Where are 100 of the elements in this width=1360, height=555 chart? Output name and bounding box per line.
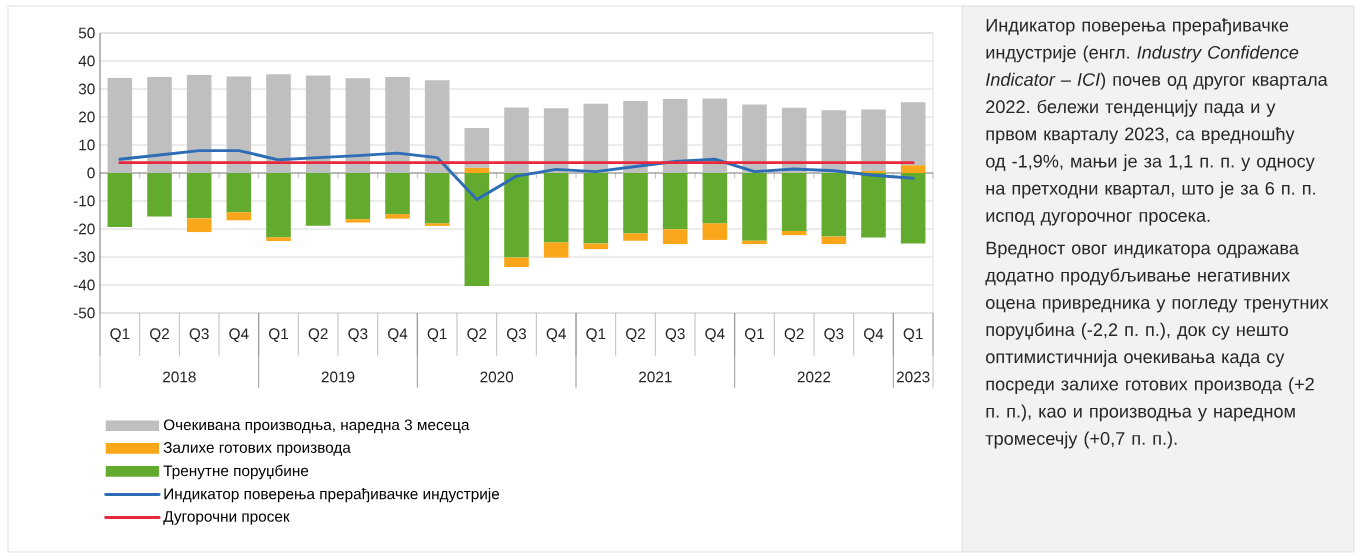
- x-tick-label: Q2: [308, 328, 328, 342]
- text: 2023: [896, 371, 930, 383]
- x-tick-label: Q2: [467, 328, 487, 342]
- bar: [662, 99, 688, 173]
- bar: [305, 75, 331, 173]
- bar: [623, 172, 648, 234]
- text: 2018: [163, 371, 196, 383]
- bar: [702, 172, 728, 224]
- bar: [464, 127, 490, 168]
- bar: [781, 172, 807, 231]
- x-tick-label: Q3: [665, 328, 685, 342]
- bar: [504, 257, 529, 268]
- bar: [345, 219, 371, 223]
- bar: [861, 172, 886, 238]
- bar: [107, 172, 133, 228]
- bar: [107, 78, 133, 173]
- x-tick-label: Q1: [269, 328, 288, 342]
- bar: [424, 80, 450, 173]
- bar: [900, 172, 926, 244]
- x-tick-label: Q1: [586, 328, 606, 342]
- bar: [385, 214, 410, 219]
- x-tick-label: Q4: [705, 328, 725, 342]
- bar: [186, 218, 212, 233]
- x-tick-label: Q3: [824, 328, 844, 342]
- legend-label: Тренутне поруџбине: [163, 464, 309, 480]
- x-tick-label: Q3: [507, 328, 527, 342]
- y-tick-label: -20: [73, 223, 95, 235]
- bar: [186, 172, 212, 219]
- bar: [702, 223, 728, 240]
- bar: [583, 172, 609, 244]
- bar: [742, 104, 767, 173]
- text: Индикатор поверења прерађивачке индустрије (енгл. Industry Confidence Indicator – ICI) почев од другог квартала 2022. бележи тенденцију пада и у првом кварталу 2023, са вредношћу од -1,9%, мањи је за 1,1 п. п. у односу на претходни квартал, што је за 6 п. п. испод дугорочног просека.: [985, 18, 1328, 226]
- legend-label: Индикатор поверења прерађивачке индустрије: [164, 488, 500, 503]
- line-series: [118, 149, 915, 202]
- bar: [543, 242, 569, 258]
- x-tick-label: Q3: [189, 328, 209, 342]
- bar: [900, 102, 926, 166]
- bar: [424, 223, 450, 226]
- bar: [821, 172, 847, 237]
- bar: [424, 172, 450, 224]
- text: 2020: [480, 371, 514, 383]
- bar: [861, 109, 886, 172]
- y-tick-label: -10: [73, 195, 95, 207]
- x-tick-label: Q4: [546, 328, 566, 342]
- bar: [781, 230, 807, 236]
- y-tick-label: 0: [87, 167, 95, 179]
- bar: [504, 172, 529, 258]
- text: 2022: [797, 371, 831, 383]
- bar: [147, 172, 172, 217]
- x-tick-label: Q4: [388, 328, 408, 342]
- bar: [742, 172, 767, 241]
- legend-label: Очекивана производња, наредна 3 месеца: [163, 419, 470, 434]
- bar: [385, 172, 410, 215]
- legend-label: Залихе готових производа: [163, 442, 351, 456]
- text: 2019: [321, 371, 355, 383]
- bar: [226, 172, 252, 213]
- x-tick-label: Q1: [110, 328, 130, 342]
- bar: [305, 172, 331, 226]
- y-tick-label: -30: [73, 251, 95, 263]
- x-tick-label: Q3: [348, 328, 368, 342]
- text: 2021: [639, 371, 672, 383]
- x-tick-label: Q4: [229, 328, 249, 342]
- bar: [623, 233, 648, 241]
- bar: [623, 101, 648, 173]
- y-tick-label: -40: [73, 279, 95, 291]
- bar: [662, 172, 688, 230]
- bar: [900, 165, 926, 173]
- bar: [345, 78, 371, 173]
- x-tick-label: Q2: [150, 328, 169, 342]
- bar: [266, 172, 291, 238]
- x-tick-label: Q2: [626, 328, 645, 342]
- x-tick-label: Q1: [427, 328, 447, 342]
- bar: [345, 172, 371, 220]
- x-tick-label: Q1: [745, 328, 764, 342]
- x-tick-label: Q4: [864, 328, 884, 342]
- legend-label: Дугорочни просек: [163, 511, 290, 525]
- bar: [186, 75, 212, 173]
- y-tick-label: 40: [78, 55, 95, 67]
- bar: [385, 76, 410, 173]
- bar: [702, 98, 728, 173]
- y-tick-label: 10: [79, 139, 95, 151]
- bar: [662, 229, 688, 245]
- x-tick-label: Q2: [784, 328, 804, 342]
- y-tick-label: 50: [78, 27, 95, 39]
- bar: [226, 212, 252, 221]
- bar: [266, 237, 291, 242]
- bar: [504, 107, 529, 173]
- text: Вредност овог индикатора одражава додатно продубљивање негативних оцена привредника у погледу тренутних поруџбина (-2,2 п. п.), док су нешто оптимистичнија очекивања када су посреди залихе готових производа (+2 п. п.), као и производња у наредном тромесечју (+0,7 п. п.).: [985, 241, 1329, 449]
- bar: [266, 74, 291, 173]
- bar: [226, 76, 252, 173]
- bar: [543, 172, 569, 243]
- y-tick-label: -50: [73, 307, 95, 319]
- bar: [742, 240, 767, 245]
- bar: [464, 172, 490, 287]
- bar: [821, 236, 847, 245]
- bar: [464, 167, 490, 173]
- y-tick-label: 20: [79, 111, 95, 123]
- bar: [147, 76, 172, 173]
- y-tick-label: 30: [78, 83, 95, 95]
- x-tick-label: Q1: [903, 328, 923, 342]
